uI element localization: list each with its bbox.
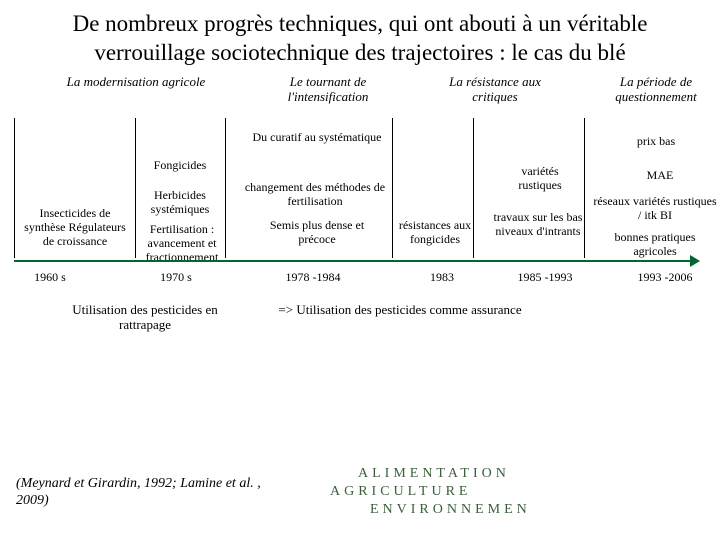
footer-word: ALIMENTATION	[358, 466, 510, 482]
timeline-year: 1978 -1984	[268, 270, 358, 285]
content-cell: Insecticides de synthèse Régulateurs de …	[20, 206, 130, 249]
phase-header: La période de questionnement	[596, 74, 716, 105]
content-cell: Semis plus dense et précoce	[252, 218, 382, 247]
phase-header: La résistance aux critiques	[430, 74, 560, 105]
footer-word: ENVIRONNEMEN	[370, 502, 531, 518]
citation: (Meynard et Girardin, 1992; Lamine et al…	[16, 476, 296, 510]
footer-word: AGRICULTURE	[330, 484, 472, 500]
timeline-line	[14, 260, 692, 262]
timeline-year: 1993 -2006	[620, 270, 710, 285]
vertical-separator	[225, 118, 226, 258]
timeline-arrowhead	[690, 255, 700, 267]
content-cell: Du curatif au systématique	[252, 130, 382, 144]
timeline: 1960 s 1970 s 1978 -1984 1983 1985 -1993 1993…	[0, 258, 720, 298]
inra-logo	[540, 430, 720, 540]
below-note: Utilisation des pesticides en rattrapage	[50, 302, 240, 333]
vertical-separator	[392, 118, 393, 258]
below-timeline-notes: Utilisation des pesticides en rattrapage…	[0, 298, 720, 358]
vertical-separator	[473, 118, 474, 258]
content-cell: changement des méthodes de fertilisation	[240, 180, 390, 209]
content-cell: travaux sur les bas niveaux d'intrants	[492, 210, 584, 239]
content-cell: réseaux variétés rustiques / itk BI	[592, 194, 718, 223]
content-cell: prix bas	[616, 134, 696, 148]
timeline-year: 1983	[412, 270, 472, 285]
content-cell: Fongicides	[140, 158, 220, 172]
phase-header: La modernisation agricole	[66, 74, 206, 90]
below-note: => Utilisation des pesticides comme assu…	[270, 302, 530, 318]
vertical-separator	[14, 118, 15, 258]
timeline-year: 1970 s	[146, 270, 206, 285]
vertical-separator	[584, 118, 585, 258]
phase-header: Le tournant de l'intensification	[258, 74, 398, 105]
content-cell: MAE	[620, 168, 700, 182]
content-bands: Fongicides Herbicides systémiques Insectic…	[0, 118, 720, 258]
timeline-year: 1985 -1993	[500, 270, 590, 285]
content-cell: variétés rustiques	[500, 164, 580, 193]
vertical-separator	[135, 118, 136, 258]
slide-title: De nombreux progrès techniques, qui ont …	[0, 0, 720, 74]
content-cell: résistances aux fongicides	[398, 218, 472, 247]
phase-headers-row: La modernisation agricole Le tournant de …	[0, 74, 720, 118]
content-cell: Herbicides systémiques	[140, 188, 220, 217]
timeline-year: 1960 s	[20, 270, 80, 285]
